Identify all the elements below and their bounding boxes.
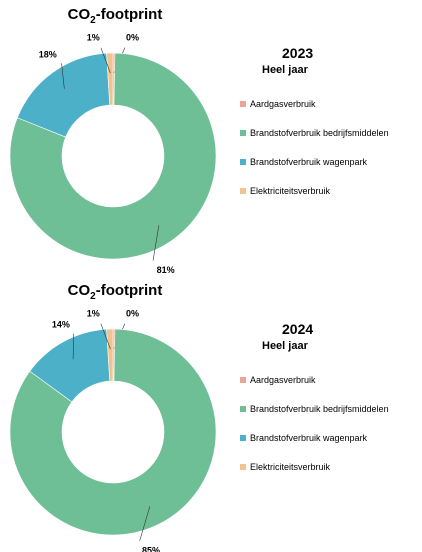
legend-swatch	[240, 377, 246, 383]
data-label: 0%	[126, 309, 139, 319]
legend-swatch	[240, 188, 246, 194]
chart-panel-2024: CO2-footprint 0% 85% 14% 1% 2024 Heel jaar …	[0, 276, 422, 552]
legend-swatch	[240, 101, 246, 107]
legend-label: Aardgasverbruik	[250, 375, 316, 385]
data-label: 81%	[157, 265, 175, 275]
chart-title: CO2-footprint	[67, 282, 163, 302]
legend-swatch	[240, 159, 246, 165]
label-leader-line	[100, 47, 111, 74]
chart-period: Heel jaar	[262, 64, 308, 76]
chart-title: CO2-footprint	[67, 6, 163, 26]
legend-label: Elektriciteitsverbruik	[250, 186, 331, 196]
legend-item: Aardgasverbruik	[240, 375, 389, 404]
legend-swatch	[240, 435, 246, 441]
legend-item: Brandstofverbruik wagenpark	[240, 433, 389, 462]
legend: Aardgasverbruik Brandstofverbruik bedrij…	[240, 375, 389, 491]
label-leader-line	[152, 225, 160, 261]
legend-item: Elektriciteitsverbruik	[240, 186, 389, 215]
legend-item: Aardgasverbruik	[240, 99, 389, 128]
legend-label: Brandstofverbruik bedrijfsmiddelen	[250, 128, 389, 138]
legend-swatch	[240, 406, 246, 412]
slice-elektriciteitsverbruik	[106, 52, 114, 106]
legend-label: Brandstofverbruik wagenpark	[250, 433, 368, 443]
chart-panel-2023: CO2-footprint 0% 81% 18% 1% 2023 Heel jaar …	[9, 6, 389, 275]
legend-swatch	[240, 130, 246, 136]
legend-label: Brandstofverbruik wagenpark	[250, 157, 368, 167]
slice-elektriciteitsverbruik	[106, 328, 114, 382]
legend-item: Elektriciteitsverbruik	[240, 462, 389, 491]
slice-brandstofverbruik bedrijfsmiddelen	[9, 328, 217, 536]
chart-period: Heel jaar	[262, 340, 308, 352]
legend-label: Elektriciteitsverbruik	[250, 462, 331, 472]
data-label: 85%	[142, 545, 160, 552]
data-label: 0%	[126, 33, 139, 43]
label-leader-line	[100, 323, 111, 350]
legend: Aardgasverbruik Brandstofverbruik bedrij…	[240, 99, 389, 215]
legend-label: Brandstofverbruik bedrijfsmiddelen	[250, 404, 389, 414]
data-label: 14%	[52, 319, 70, 329]
legend-item: Brandstofverbruik bedrijfsmiddelen	[240, 128, 389, 157]
legend-item: Brandstofverbruik bedrijfsmiddelen	[240, 404, 389, 433]
label-leader-line	[139, 506, 151, 541]
data-label: 1%	[87, 33, 100, 43]
chart-year: 2023	[282, 45, 314, 61]
legend-swatch	[240, 464, 246, 470]
donut-chart: 0% 85% 14% 1%	[9, 309, 217, 552]
legend-label: Aardgasverbruik	[250, 99, 316, 109]
slice-brandstofverbruik bedrijfsmiddelen	[9, 52, 217, 260]
data-label: 18%	[39, 50, 57, 60]
label-leader-line	[61, 63, 65, 89]
data-label: 1%	[87, 309, 100, 319]
legend-item: Brandstofverbruik wagenpark	[240, 157, 389, 186]
donut-chart: 0% 81% 18% 1%	[9, 33, 217, 275]
chart-year: 2024	[282, 321, 314, 337]
